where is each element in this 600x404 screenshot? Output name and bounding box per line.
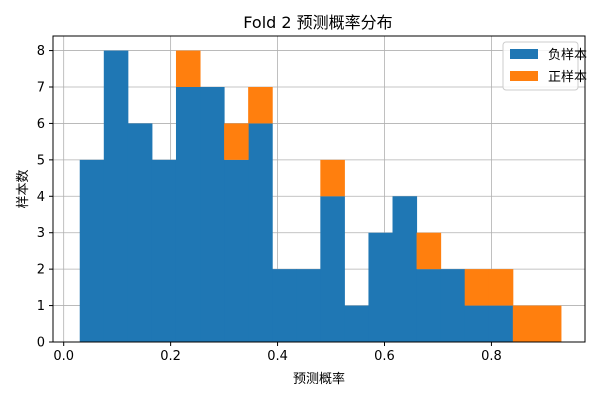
bar-negative [488, 305, 514, 342]
y-tick-label: 4 [37, 190, 45, 205]
bar-negative [224, 159, 249, 342]
plot-frame [52, 35, 586, 343]
legend: 负样本 正样本 [502, 41, 587, 91]
bar-negative [272, 269, 297, 342]
legend-label-negative: 负样本 [548, 48, 587, 63]
bar-positive [416, 232, 442, 270]
bar-negative [79, 159, 105, 342]
bar-negative [368, 232, 394, 342]
x-tick-label: 0.6 [374, 349, 395, 364]
chart-title: Fold 2 预测概率分布 [243, 13, 392, 32]
ticks-layer: 0.0 0.2 0.4 0.6 0.8 0 1 2 3 4 5 6 7 8 [37, 44, 502, 364]
bar-positive [512, 305, 538, 342]
y-tick-label: 0 [37, 336, 45, 351]
legend-swatch-negative [510, 49, 538, 59]
bar-negative [296, 269, 321, 342]
x-tick-label: 0.0 [53, 349, 74, 364]
bar-positive [536, 305, 562, 342]
bar-positive [488, 269, 514, 306]
bar-negative [175, 87, 201, 342]
bar-negative [248, 123, 273, 342]
y-tick-label: 2 [37, 263, 45, 278]
y-tick-label: 8 [37, 44, 45, 59]
bar-negative [320, 196, 345, 342]
x-tick-label: 0.4 [267, 349, 288, 364]
x-axis-title: 预测概率 [293, 371, 345, 387]
bar-positive [175, 50, 201, 87]
bar-positive [464, 269, 490, 306]
bar-positive [224, 123, 249, 160]
bar-negative [344, 305, 369, 342]
bars-layer [79, 50, 562, 342]
bar-negative [127, 123, 153, 342]
x-tick-label: 0.2 [160, 349, 181, 364]
bar-negative [464, 305, 490, 342]
y-axis-title: 样本数 [16, 169, 31, 208]
x-tick-label: 0.8 [481, 349, 502, 364]
bar-negative [392, 196, 418, 342]
y-tick-label: 5 [37, 153, 45, 168]
bar-negative [151, 159, 177, 342]
legend-label-positive: 正样本 [548, 70, 587, 85]
bar-positive [248, 87, 273, 124]
bar-negative [200, 87, 225, 342]
bar-positive [320, 159, 345, 197]
y-tick-label: 6 [37, 117, 45, 132]
y-tick-label: 3 [37, 226, 45, 241]
legend-swatch-positive [510, 71, 538, 81]
bar-negative [416, 269, 442, 342]
y-tick-label: 1 [37, 299, 45, 314]
y-tick-label: 7 [37, 81, 45, 96]
bar-negative [440, 269, 466, 342]
bar-negative [103, 50, 129, 342]
